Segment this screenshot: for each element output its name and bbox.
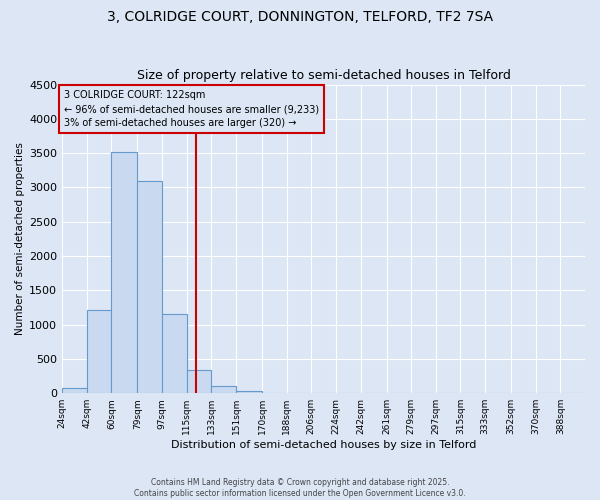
Bar: [211, 386, 236, 393]
Text: 3, COLRIDGE COURT, DONNINGTON, TELFORD, TF2 7SA: 3, COLRIDGE COURT, DONNINGTON, TELFORD, …: [107, 10, 493, 24]
Bar: [236, 391, 262, 393]
Bar: [62, 388, 87, 393]
Bar: [187, 370, 211, 393]
Title: Size of property relative to semi-detached houses in Telford: Size of property relative to semi-detach…: [137, 69, 511, 82]
Bar: [137, 180, 162, 393]
X-axis label: Distribution of semi-detached houses by size in Telford: Distribution of semi-detached houses by …: [171, 440, 476, 450]
Bar: [87, 310, 112, 393]
Bar: [112, 152, 137, 393]
Text: Contains HM Land Registry data © Crown copyright and database right 2025.
Contai: Contains HM Land Registry data © Crown c…: [134, 478, 466, 498]
Y-axis label: Number of semi-detached properties: Number of semi-detached properties: [15, 142, 25, 336]
Text: 3 COLRIDGE COURT: 122sqm
← 96% of semi-detached houses are smaller (9,233)
3% of: 3 COLRIDGE COURT: 122sqm ← 96% of semi-d…: [64, 90, 319, 128]
Bar: [162, 314, 187, 393]
Bar: [262, 392, 287, 393]
